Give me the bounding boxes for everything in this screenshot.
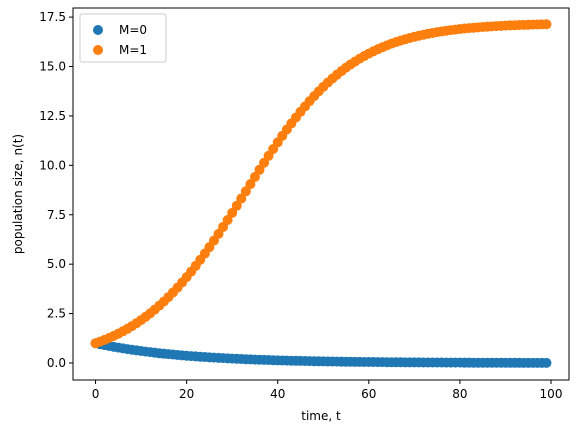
y-tick-label: 2.5 [47, 307, 66, 321]
y-tick-label: 10.0 [39, 158, 66, 172]
data-point [236, 193, 247, 204]
y-axis-label: population size, n(t) [11, 134, 25, 254]
y-tick-label: 15.0 [39, 60, 66, 74]
x-tick-label: 40 [270, 387, 285, 401]
series-m-1 [90, 19, 552, 349]
data-points [90, 19, 552, 368]
legend-label-m1: M=1 [119, 43, 147, 57]
series-m-0 [90, 338, 552, 368]
data-point [541, 357, 552, 368]
y-tick-label: 7.5 [47, 208, 66, 222]
x-axis-ticks: 0 20 40 60 80 100 [92, 380, 563, 401]
x-tick-label: 60 [361, 387, 376, 401]
data-point [222, 214, 233, 225]
data-point [541, 19, 552, 30]
data-point [249, 171, 260, 182]
data-point [240, 186, 251, 197]
x-tick-label: 80 [452, 387, 467, 401]
x-axis-label: time, t [301, 409, 341, 423]
data-point [245, 179, 256, 190]
legend-marker-m1 [93, 45, 103, 55]
legend-label-m0: M=0 [119, 23, 147, 37]
data-point [231, 200, 242, 211]
y-axis-ticks: 0.0 2.5 5.0 7.5 10.0 12.5 15.0 17.5 [39, 10, 73, 370]
y-tick-label: 0.0 [47, 356, 66, 370]
legend: M=0 M=1 [79, 13, 167, 63]
data-point [227, 207, 238, 218]
legend-marker-m0 [93, 25, 103, 35]
x-tick-label: 100 [540, 387, 563, 401]
y-tick-label: 12.5 [39, 109, 66, 123]
plot-area [72, 7, 570, 381]
y-tick-label: 5.0 [47, 257, 66, 271]
x-tick-label: 20 [179, 387, 194, 401]
x-tick-label: 0 [92, 387, 100, 401]
y-tick-label: 17.5 [39, 10, 66, 24]
